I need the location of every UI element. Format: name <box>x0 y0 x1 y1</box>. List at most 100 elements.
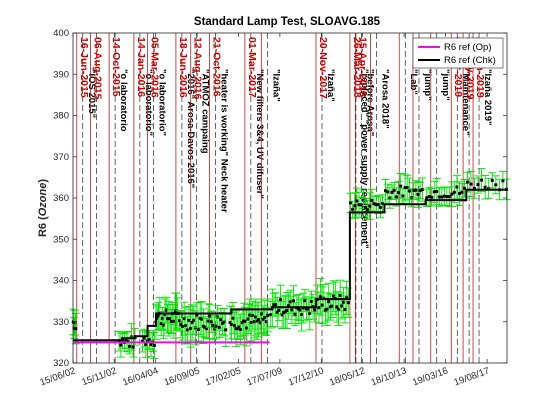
event-date-label: 20-Nov-2017 <box>317 37 329 99</box>
legend-box <box>412 37 504 69</box>
event-note-label: "New filters 3&4, UV difuser" <box>254 69 265 199</box>
obs-point <box>222 320 226 324</box>
obs-point <box>317 306 321 310</box>
obs-point <box>372 202 376 206</box>
reference-series <box>73 188 507 344</box>
obs-point <box>213 327 217 331</box>
obs-point <box>494 183 498 187</box>
obs-point <box>200 317 204 321</box>
obs-point <box>357 203 361 207</box>
obs-point <box>309 300 313 304</box>
obs-point <box>418 189 422 193</box>
obs-point <box>490 178 494 182</box>
legend-label-chk: R6 ref (Chk) <box>444 55 496 66</box>
obs-point <box>425 196 429 200</box>
obs-point <box>427 194 431 198</box>
event-note-label: "Izaña 2019" <box>482 69 493 126</box>
obs-point <box>163 313 167 317</box>
obs-point <box>392 188 396 192</box>
obs-point <box>242 319 246 323</box>
obs-point <box>280 313 284 317</box>
obs-point <box>457 192 461 196</box>
obs-point <box>252 320 256 324</box>
obs-point <box>308 311 312 315</box>
event-date-label: 14-Oct-2015 <box>110 37 122 97</box>
obs-point <box>249 320 253 324</box>
obs-point <box>119 343 123 347</box>
obs-point <box>296 307 300 311</box>
obs-point <box>263 316 267 320</box>
obs-point <box>399 184 403 188</box>
obs-point <box>219 318 223 322</box>
obs-point <box>243 319 247 323</box>
obs-point <box>469 182 473 186</box>
obs-point <box>164 308 168 312</box>
y-tick-label: 400 <box>53 28 69 39</box>
obs-point <box>414 188 418 192</box>
obs-point <box>209 320 213 324</box>
event-date-label: 14-Jan-2016 <box>135 37 147 97</box>
obs-point <box>305 307 309 311</box>
y-tick-label: 380 <box>53 111 69 122</box>
obs-point <box>394 195 398 199</box>
obs-point <box>325 307 329 311</box>
obs-point <box>287 304 291 308</box>
obs-point <box>327 300 331 304</box>
obs-point <box>282 311 286 315</box>
obs-point <box>189 327 193 331</box>
obs-point <box>254 315 258 319</box>
obs-point <box>278 298 282 302</box>
obs-point <box>128 344 132 348</box>
obs-point <box>181 324 185 328</box>
y-axis-label-text: R6 ( <box>37 216 49 237</box>
y-axis-label: R6 (Ozone) <box>37 179 49 237</box>
obs-point <box>290 308 294 312</box>
obs-point <box>346 301 350 305</box>
obs-point <box>313 308 317 312</box>
event-note-label: "Maintenance" <box>460 69 471 136</box>
obs-point <box>198 316 202 320</box>
event-date-label: 12-Aug-2016 <box>192 37 204 100</box>
obs-point <box>447 195 451 199</box>
legend-label-op: R6 ref (Op) <box>444 42 492 53</box>
event-date-label: 05-Mar-2016 <box>149 37 161 98</box>
obs-point <box>476 183 480 187</box>
y-tick-label: 370 <box>53 152 69 163</box>
obs-point <box>328 305 332 309</box>
obs-point <box>264 320 268 324</box>
event-date-label: 21-Oct-2016 <box>211 37 223 97</box>
event-date-label: 16-Jun-2015 <box>78 37 90 98</box>
obs-point <box>283 310 287 314</box>
obs-point <box>261 317 265 321</box>
obs-point <box>351 207 355 211</box>
obs-point <box>300 313 304 317</box>
event-note-label: "jump" <box>440 69 451 101</box>
event-note-label: "jump" <box>422 69 433 101</box>
event-date-label: 15-Apr-2018 <box>356 37 368 97</box>
obs-point <box>330 304 334 308</box>
obs-point <box>378 205 382 209</box>
obs-point <box>442 194 446 198</box>
chart-title: Standard Lamp Test, SLOAVG.185 <box>194 16 381 28</box>
obs-point <box>340 304 344 308</box>
obs-point <box>169 320 173 324</box>
obs-point <box>144 342 148 346</box>
obs-point <box>341 300 345 304</box>
obs-point <box>141 339 145 343</box>
obs-point <box>361 197 365 201</box>
event-note-label: "Arosa 2018" <box>379 69 390 129</box>
observations <box>69 168 511 359</box>
obs-point <box>403 186 407 190</box>
obs-point <box>292 299 296 303</box>
obs-point <box>185 328 189 332</box>
obs-point <box>230 322 234 326</box>
obs-point <box>217 325 221 329</box>
obs-point <box>187 318 191 322</box>
obs-point <box>363 205 367 209</box>
obs-point <box>445 195 449 199</box>
event-date-label: 01-Mar-2017 <box>246 37 258 98</box>
obs-point <box>501 179 505 183</box>
obs-point <box>246 317 250 321</box>
obs-point <box>435 189 439 193</box>
obs-point <box>359 203 363 207</box>
